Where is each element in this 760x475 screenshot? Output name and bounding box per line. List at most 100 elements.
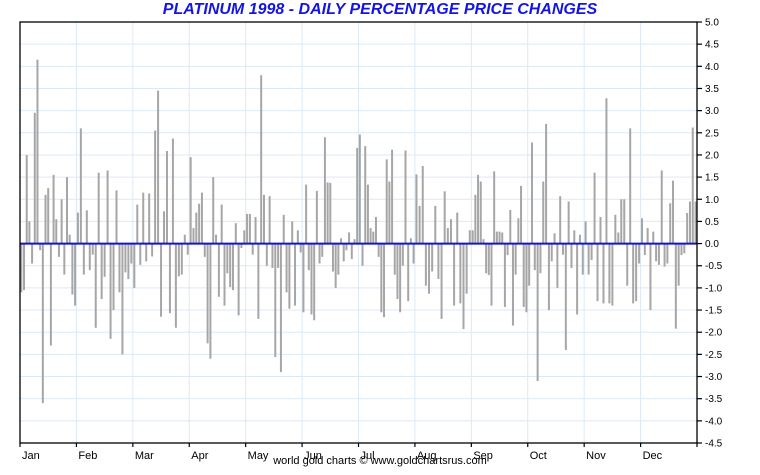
bar (514, 243, 517, 275)
bar (91, 243, 94, 255)
bar (485, 243, 488, 274)
bar (192, 228, 195, 244)
bar (401, 243, 404, 266)
y-axis-tick-label: 0.0 (705, 239, 719, 250)
bar (307, 243, 310, 271)
bar (268, 196, 271, 244)
bar (36, 59, 39, 244)
bar (587, 243, 590, 275)
bar (385, 159, 388, 244)
x-axis-month-label: Apr (191, 450, 208, 462)
bar (509, 209, 512, 244)
bar (331, 243, 334, 272)
bar (151, 243, 154, 257)
bar (503, 243, 506, 307)
bar (345, 243, 348, 251)
bar (424, 243, 427, 286)
bar (617, 232, 620, 244)
y-axis-tick-label: 2.0 (705, 150, 719, 161)
bar (288, 243, 291, 309)
bar (203, 243, 206, 257)
bar (257, 243, 260, 319)
bar (68, 234, 71, 244)
bar (82, 243, 85, 275)
y-axis-tick-label: -2.5 (705, 350, 723, 361)
x-axis-month-label: Jun (304, 450, 322, 462)
bar (660, 170, 663, 244)
bar (578, 234, 581, 244)
y-axis-tick-label: -1.5 (705, 306, 723, 317)
bar (409, 238, 412, 244)
bar (174, 243, 177, 328)
bar (501, 232, 504, 244)
bar (374, 216, 377, 244)
bar (263, 194, 265, 244)
bar (623, 199, 626, 244)
bar (63, 243, 66, 275)
bar (669, 203, 672, 244)
y-axis-tick-label: 1.0 (705, 195, 719, 206)
bar (229, 243, 232, 288)
bar (106, 170, 109, 244)
bar (629, 128, 632, 244)
bar (391, 149, 394, 244)
bar (567, 201, 570, 244)
bar (323, 137, 326, 244)
x-axis-month-label: Nov (586, 450, 606, 462)
bar (231, 243, 234, 291)
bar (599, 216, 602, 244)
bar (468, 230, 471, 244)
bar (326, 182, 329, 244)
bar (533, 243, 536, 271)
y-axis-tick-label: 1.5 (705, 173, 719, 184)
bar (206, 243, 209, 344)
bar (310, 243, 313, 315)
bar (421, 166, 424, 244)
bar (76, 212, 79, 244)
bar (33, 112, 36, 244)
y-axis-tick-label: 5.0 (705, 18, 719, 29)
bar (584, 221, 587, 244)
bar (315, 190, 318, 244)
bar (640, 218, 643, 244)
bar (160, 243, 163, 317)
chart-title: PLATINUM 1998 - DAILY PERCENTAGE PRICE C… (162, 1, 598, 18)
x-axis-month-label: Dec (643, 450, 663, 462)
bar (163, 211, 166, 244)
bar (353, 239, 356, 244)
bar (479, 181, 482, 244)
bar (44, 194, 47, 244)
bar (498, 231, 501, 244)
bar (431, 243, 434, 272)
bar (602, 243, 605, 304)
bar (294, 243, 297, 306)
bar (148, 193, 151, 244)
y-axis-tick-label: 2.5 (705, 128, 719, 139)
bar (183, 234, 186, 244)
y-axis-tick-label: -3.5 (705, 394, 723, 405)
bar (456, 212, 459, 244)
bar (530, 142, 533, 244)
bar (545, 123, 548, 244)
bar (576, 243, 579, 315)
bar (495, 231, 498, 244)
bar (136, 204, 139, 244)
bar (593, 172, 596, 244)
bar (443, 191, 446, 244)
y-axis-tick-label: 3.0 (705, 106, 719, 117)
bar (536, 243, 539, 381)
bar (234, 223, 237, 244)
bar (611, 243, 614, 306)
bar (415, 174, 418, 244)
bar (364, 146, 367, 244)
bar (462, 243, 465, 330)
bar (646, 228, 649, 244)
bar (291, 221, 294, 244)
bar (217, 243, 220, 297)
bar (562, 243, 565, 255)
bar (66, 177, 69, 244)
bar (465, 243, 468, 294)
bar (20, 243, 23, 293)
bar (620, 199, 623, 244)
